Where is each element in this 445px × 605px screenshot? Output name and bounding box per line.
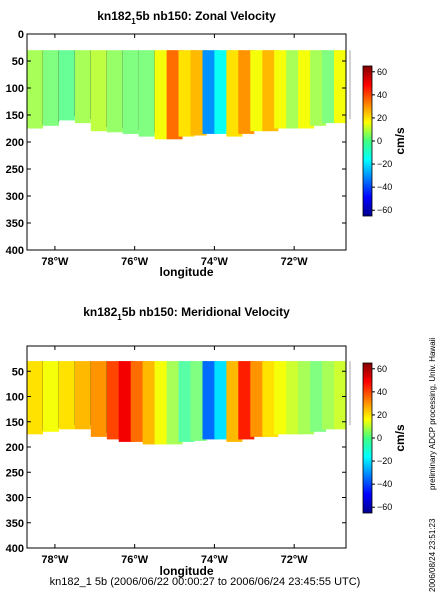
data-cell [27,50,43,129]
title-part: kn182 [83,305,117,319]
data-cell [138,50,155,137]
x-tick-label: 78°W [41,554,69,566]
title-part: 5b nb150: Meridional Velocity [122,305,290,319]
x-tick-label: 76°W [121,256,149,268]
title-part: kn182 [97,9,131,23]
colorbar-tick-label: −40 [377,182,392,192]
colorbar-tick-label: 0 [377,136,382,146]
data-cell [74,361,91,430]
title-part: 5b nb150: Zonal Velocity [136,9,276,23]
x-axis-label: longitude [160,564,214,578]
colorbar-tick-label: −60 [377,205,392,215]
y-tick-label: 200 [6,442,24,454]
colorbar-tick-label: 60 [377,67,387,77]
data-cell [90,361,107,437]
y-tick-label: 350 [6,218,24,230]
y-tick-label: 0 [18,29,24,41]
x-tick-label: 72°W [281,554,309,566]
y-tick-label: 250 [6,467,24,479]
data-cell [58,361,75,430]
data-cell [74,50,91,124]
data-cell [58,50,75,121]
zonal-velocity-panel: kn18215b nb150: Zonal Velocity 0 50 100 150 2… [6,9,407,279]
colorbar-tick-label: −40 [377,479,392,489]
x-tick-label: 78°W [41,256,69,268]
title-subscript: 1 [131,17,136,26]
colorbar-label: cm/s [393,424,407,452]
x-tick-label: 72°W [281,256,309,268]
y-tick-label: 100 [6,83,24,95]
colorbar [362,65,373,217]
colorbar-tick-label: −20 [377,456,392,466]
colorbar-tick-label: 60 [377,364,387,374]
y-tick-label: 150 [6,110,24,122]
data-cell [334,361,346,430]
data-cell [90,50,107,132]
x-tick-label: 76°W [121,554,149,566]
y-tick-label: 100 [6,392,24,404]
y-tick-label: 300 [6,493,24,505]
data-cell [43,50,59,126]
title-subscript: 1 [117,313,122,322]
colorbar-tick-label: 20 [377,410,387,420]
y-tick-label: 250 [6,164,24,176]
y-tick-label: 400 [6,245,24,257]
data-cell [106,50,123,133]
y-tick-label: 200 [6,137,24,149]
chart-title: kn18215b nb150: Meridional Velocity [83,305,290,322]
y-tick-label: 350 [6,518,24,530]
colorbar-tick-label: 40 [377,387,387,397]
colorbar-tick-label: −60 [377,502,392,512]
x-tick-label: 74°W [201,554,229,566]
side-note: preliminary ADCP processing, Univ. Hawai… [428,338,437,490]
x-tick-label: 74°W [201,256,229,268]
data-cell [122,50,139,134]
colorbar-tick-label: 0 [377,433,382,443]
data-cell [334,50,346,124]
side-stamp: 2006/08/24 23:51:23 [428,518,437,592]
y-tick-label: 50 [12,366,24,378]
meridional-velocity-panel: kn18215b nb150: Meridional Velocity 50 100… [6,305,407,578]
colorbar [362,362,373,514]
colorbar-label: cm/s [393,127,407,155]
data-cell [43,361,59,432]
y-tick-label: 150 [6,417,24,429]
data-cell [27,361,43,435]
chart-title: kn18215b nb150: Zonal Velocity [97,9,276,26]
colorbar-tick-label: 40 [377,90,387,100]
colorbar-tick-label: −20 [377,159,392,169]
y-tick-label: 400 [6,543,24,555]
colorbar-tick-label: 20 [377,113,387,123]
footer-text: kn182_1 5b (2006/06/22 00:00:27 to 2006/… [50,576,361,588]
y-tick-label: 300 [6,191,24,203]
y-tick-label: 50 [12,56,24,68]
x-axis-label: longitude [160,265,214,279]
